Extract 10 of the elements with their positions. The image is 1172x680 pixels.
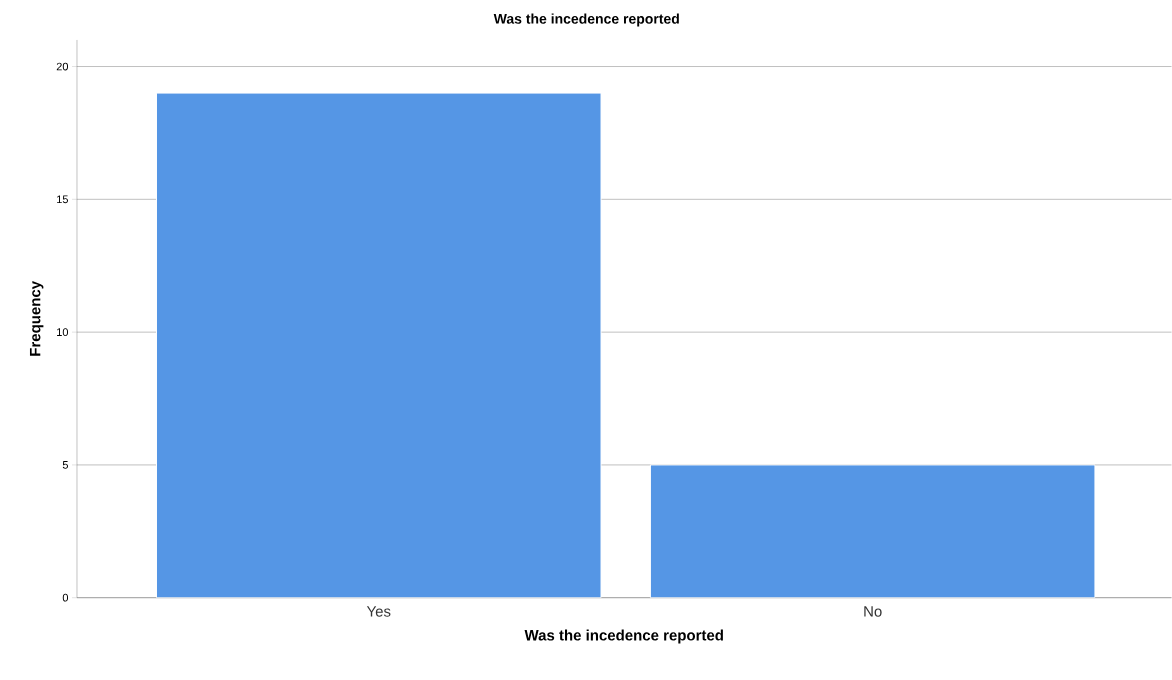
x-axis-title: Was the incedence reported — [524, 629, 723, 644]
y-tick-label: 20 — [56, 62, 69, 71]
y-tick-label: 0 — [62, 593, 69, 602]
chart-title: Was the incedence reported — [493, 13, 679, 27]
y-tick-label: 5 — [62, 461, 68, 469]
x-tick-label: No — [864, 606, 882, 617]
y-axis-title: Frequency — [29, 281, 44, 356]
y-tick-label: 15 — [57, 195, 68, 204]
x-tick-label: Yes — [366, 606, 391, 617]
y-tick-label: 10 — [57, 328, 69, 337]
